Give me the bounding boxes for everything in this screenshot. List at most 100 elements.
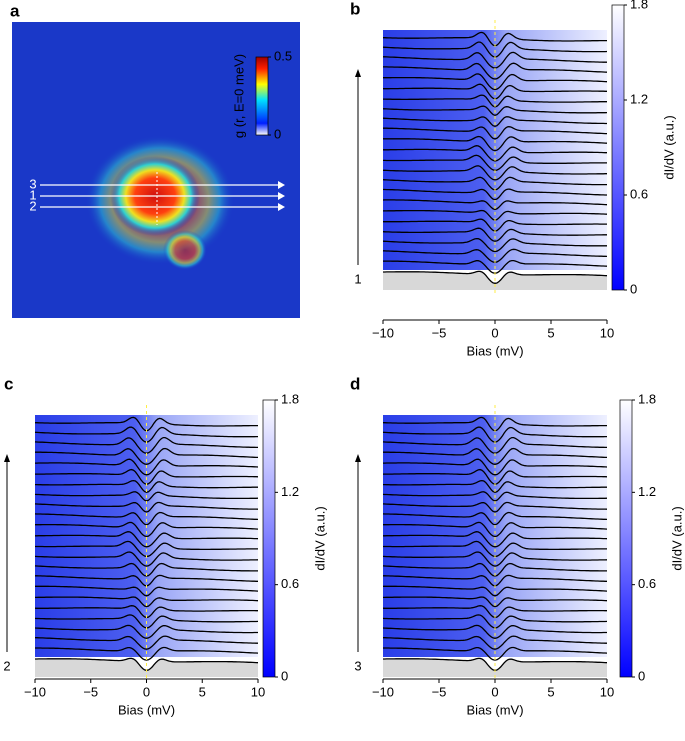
spectrum-curve: [383, 531, 608, 548]
spectrum-curve: [34, 624, 258, 639]
bottom-spectrum-fill: [35, 658, 258, 677]
arrow-head: [355, 454, 361, 462]
x-axis-label: Bias (mV): [118, 702, 175, 717]
spectrum-curve: [382, 624, 607, 639]
spectrum-curve: [34, 501, 259, 513]
spectrum-curve: [34, 551, 259, 567]
colorbar-tick-label: 0.5: [274, 48, 292, 63]
scan-label: 1: [354, 271, 361, 286]
colorbar-tick-label: 1.2: [638, 484, 656, 499]
colorbar: [255, 56, 269, 136]
spectrum-curve: [383, 458, 608, 476]
spectrum-curve: [35, 635, 258, 650]
colorbar-tick-label: 1.8: [281, 391, 299, 406]
spectrum-curve: [383, 585, 608, 597]
spectrum-curve: [382, 199, 608, 211]
arrow-head: [278, 181, 285, 189]
spectrum-curve: [35, 458, 259, 476]
panel-letter: a: [10, 1, 20, 20]
colorbar-label: dI/dV (a.u.): [312, 506, 327, 570]
spectrum-curve: [383, 165, 607, 181]
panel-letter: b: [350, 0, 360, 18]
map-tail: [163, 230, 207, 270]
x-tick-label: 5: [547, 684, 554, 699]
spectrum-curve: [382, 551, 608, 567]
colorbar-tick-label: 0: [274, 126, 281, 141]
spectrum-curve: [35, 447, 258, 465]
x-axis-label: Bias (mV): [466, 702, 523, 717]
arrow-head: [355, 69, 361, 77]
spectrum-curve: [35, 531, 259, 548]
colorbar-tick-label: 1.2: [630, 91, 648, 106]
x-tick-label: −10: [372, 684, 394, 699]
colorbar: [611, 4, 625, 291]
spectrum-curve: [383, 62, 608, 80]
x-tick-label: −10: [372, 325, 394, 340]
spectrum-curve: [35, 585, 259, 597]
scan-label: 1: [29, 187, 36, 202]
colorbar-tick-label: 0.6: [630, 186, 648, 201]
spectrum-curve: [382, 511, 608, 526]
arrow-head: [278, 203, 285, 211]
spectrum-curve: [34, 511, 259, 526]
scan-label: 2: [29, 198, 36, 213]
spectrum-curve: [383, 73, 608, 91]
x-axis-label: Bias (mV): [466, 343, 523, 358]
bottom-spectrum-fill: [383, 658, 607, 677]
spectrum-curve: [383, 135, 608, 152]
spectrum-curve: [383, 188, 607, 201]
spectrum-curve: [382, 491, 608, 502]
panel-letter: d: [350, 374, 360, 393]
x-tick-label: 10: [251, 684, 265, 699]
scan-label: 3: [354, 658, 361, 673]
colorbar-label: dI/dV (a.u.): [669, 506, 684, 570]
spectrum-curve: [383, 635, 607, 650]
scan-label: 2: [3, 658, 10, 673]
colorbar-label: g (r, E=0 meV): [231, 54, 246, 138]
x-tick-label: 5: [199, 684, 206, 699]
colorbar-tick-label: 0: [630, 281, 637, 296]
spectrum-curve: [34, 491, 259, 502]
spectrum-curve: [382, 501, 608, 513]
colorbar-tick-label: 0.6: [638, 576, 656, 591]
x-tick-label: 0: [491, 325, 498, 340]
colorbar-tick-label: 0: [281, 668, 288, 683]
colorbar-tick-label: 1.2: [281, 484, 299, 499]
spectrum-curve: [35, 521, 259, 538]
spectrum-curve: [382, 116, 607, 127]
colorbar-label: dI/dV (a.u.): [661, 115, 676, 179]
spectrum-curve: [383, 105, 608, 116]
spectrum-curve: [383, 521, 608, 538]
panel-letter: c: [4, 374, 13, 393]
x-tick-label: 5: [547, 325, 554, 340]
arrow-head: [278, 192, 285, 200]
spectrum-curve: [383, 479, 607, 493]
colorbar-tick-label: 0.6: [281, 576, 299, 591]
arrow-head: [4, 454, 10, 462]
spectrum-curve: [383, 596, 608, 608]
colorbar-tick-label: 0: [638, 668, 645, 683]
x-tick-label: 0: [143, 684, 150, 699]
x-tick-label: −10: [24, 684, 46, 699]
colorbar-tick-label: 1.8: [630, 0, 648, 11]
spectrum-curve: [382, 237, 607, 253]
bottom-spectrum-fill: [383, 271, 607, 290]
spectrum-curve: [35, 646, 259, 661]
x-tick-label: −5: [432, 325, 447, 340]
x-tick-label: 0: [491, 684, 498, 699]
colorbar: [262, 399, 276, 678]
scan-label: 3: [29, 176, 36, 191]
x-tick-label: 10: [600, 684, 614, 699]
x-tick-label: 10: [600, 325, 614, 340]
spectrum-curve: [382, 227, 607, 242]
spectrum-curve: [383, 447, 607, 465]
spectrum-curve: [383, 126, 607, 140]
colorbar: [619, 399, 633, 678]
spectrum-curve: [35, 479, 258, 493]
x-tick-label: −5: [83, 684, 98, 699]
spectrum-curve: [383, 646, 608, 661]
colorbar-tick-label: 1.8: [638, 391, 656, 406]
spectrum-curve: [35, 596, 259, 608]
